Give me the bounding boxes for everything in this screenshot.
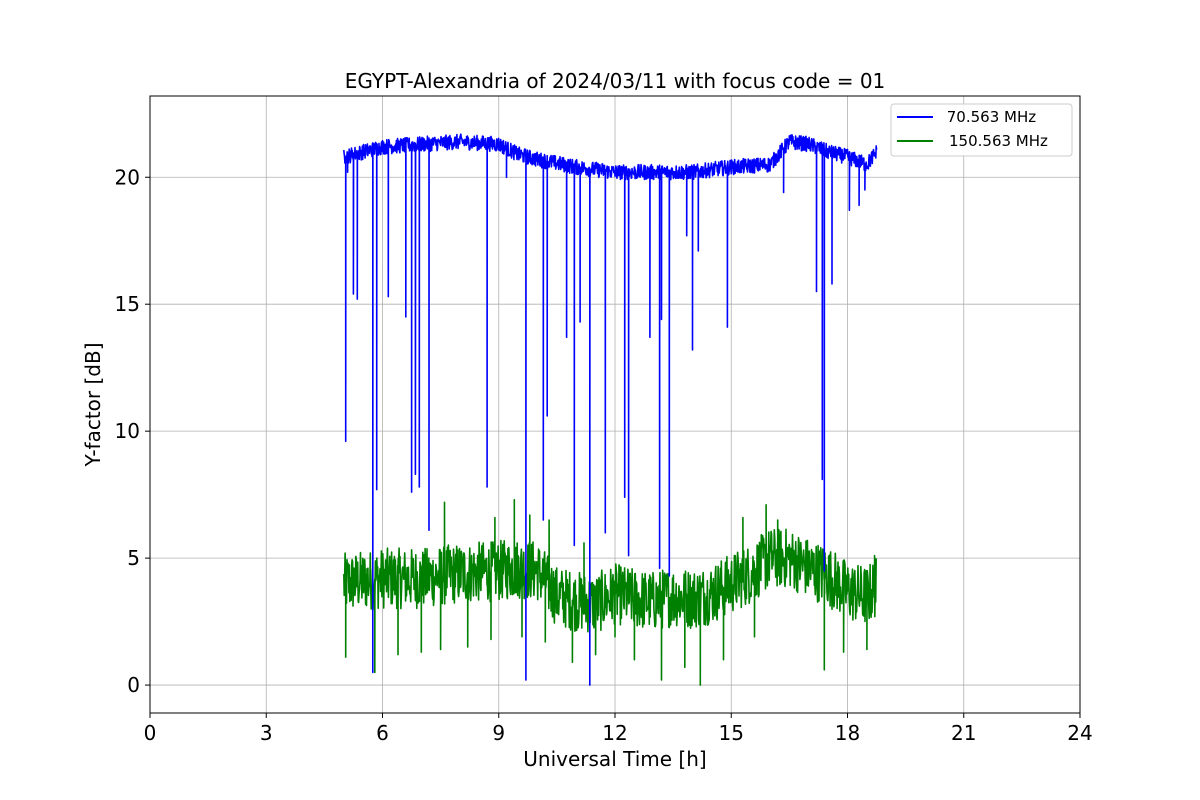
legend-label-150mhz: 150.563 MHz xyxy=(949,132,1048,150)
x-tick-label: 18 xyxy=(835,721,860,745)
x-tick-label: 15 xyxy=(719,721,744,745)
x-tick-label: 21 xyxy=(951,721,976,745)
x-axis-label: Universal Time [h] xyxy=(523,747,706,771)
x-axis: 0 3 6 9 12 15 18 21 24 xyxy=(144,713,1093,745)
chart-title: EGYPT-Alexandria of 2024/03/11 with focu… xyxy=(345,69,886,93)
y-axis-label: Y-factor [dB] xyxy=(81,342,105,467)
y-axis: 0 5 10 15 20 xyxy=(115,165,150,697)
x-tick-label: 6 xyxy=(376,721,389,745)
y-tick-label: 0 xyxy=(127,673,140,697)
legend-label-70mhz: 70.563 MHz xyxy=(942,108,1036,126)
x-tick-label: 3 xyxy=(260,721,273,745)
x-tick-label: 24 xyxy=(1067,721,1092,745)
series-line-70mhz xyxy=(343,133,878,686)
x-tick-label: 0 xyxy=(144,721,157,745)
legend-box xyxy=(890,103,1073,157)
plot-area xyxy=(343,133,878,686)
y-tick-label: 5 xyxy=(127,546,140,570)
x-tick-label: 9 xyxy=(492,721,505,745)
x-tick-label: 12 xyxy=(602,721,627,745)
y-tick-label: 20 xyxy=(115,165,140,189)
legend: 70.563 MHz 150.563 MHz xyxy=(890,103,1073,157)
y-tick-label: 10 xyxy=(115,419,140,443)
series-line-150mhz xyxy=(343,498,877,686)
y-tick-label: 15 xyxy=(115,292,140,316)
